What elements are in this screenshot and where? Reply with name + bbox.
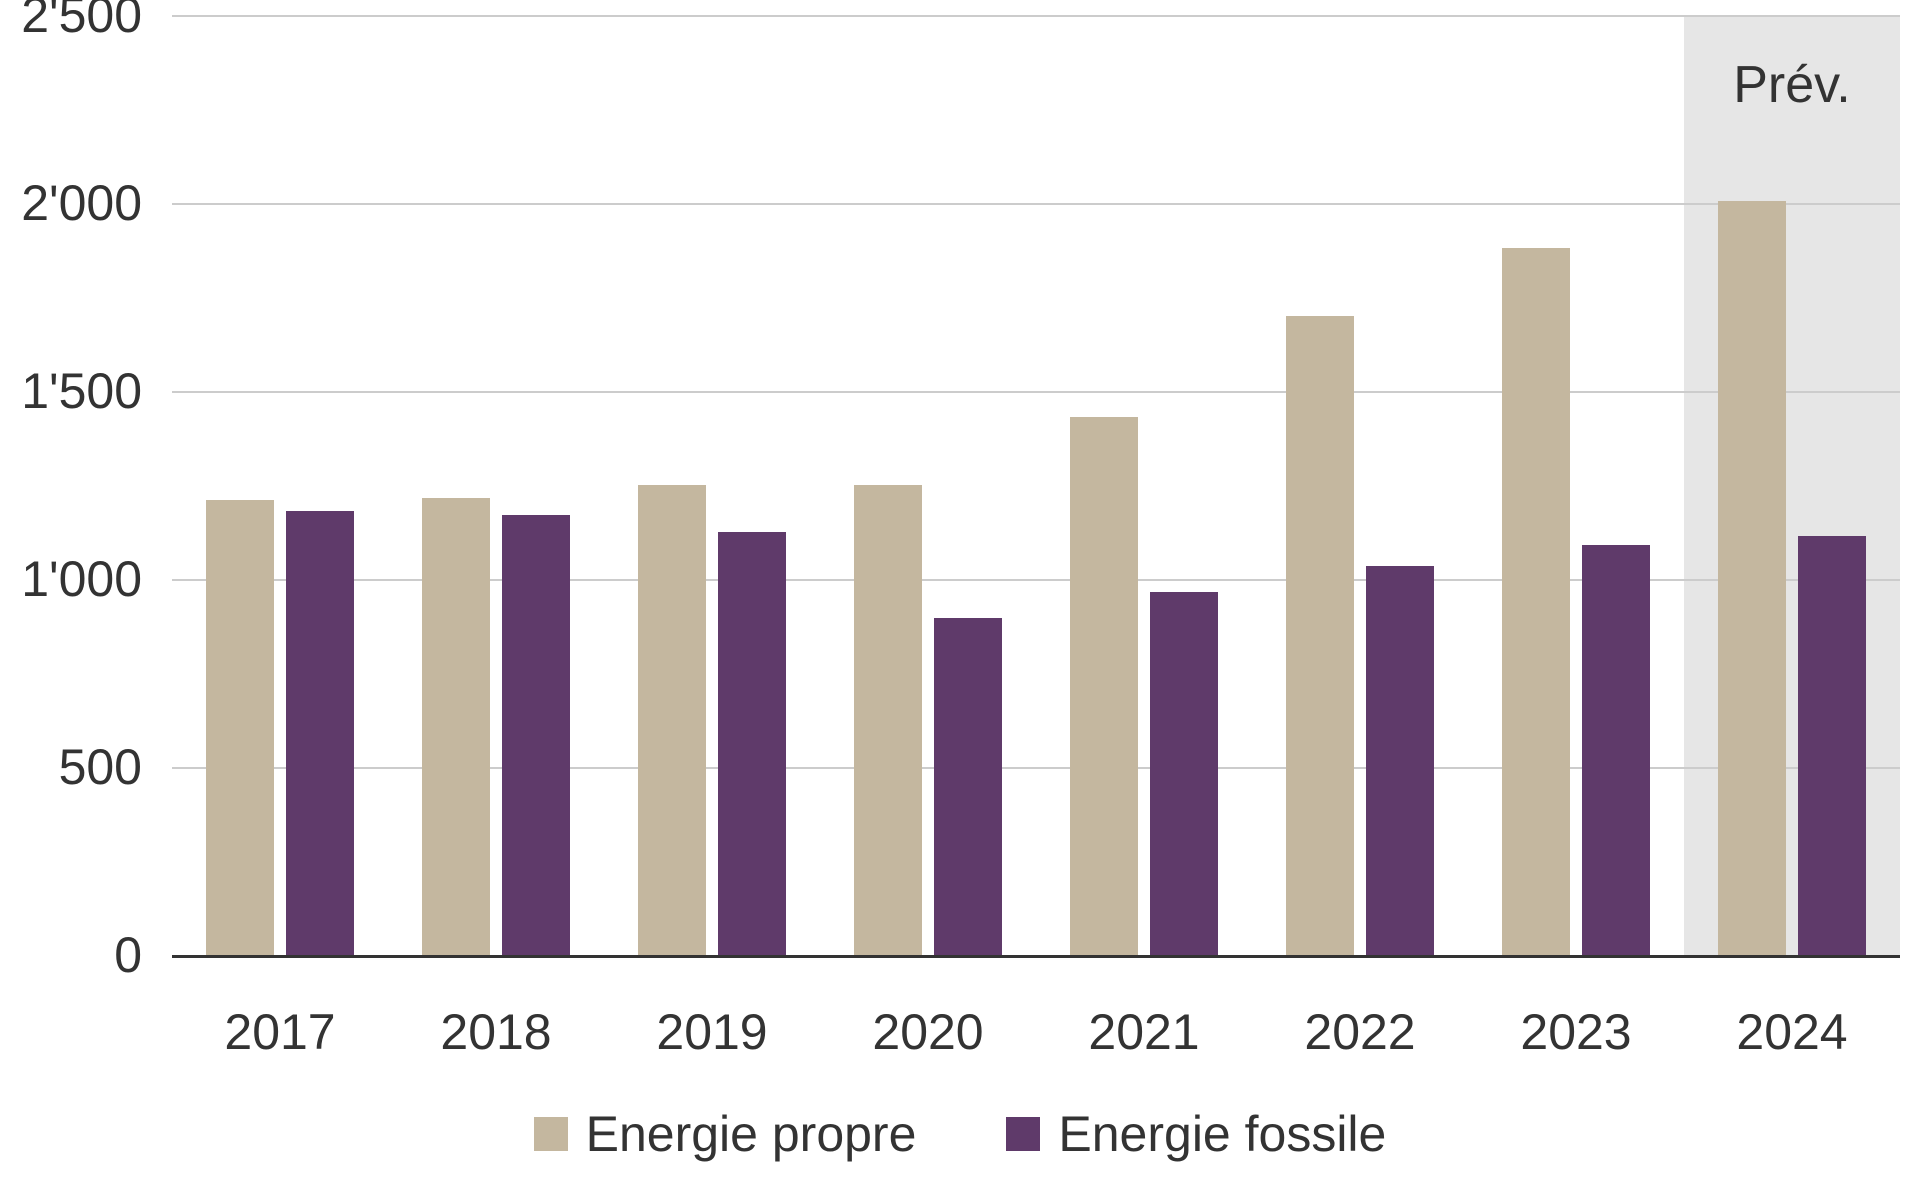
x-tick-label: 2019 [656, 1003, 767, 1061]
y-tick-label: 0 [0, 926, 142, 984]
x-tick-label: 2017 [224, 1003, 335, 1061]
bar-energie-propre [638, 485, 706, 955]
bar-energie-fossile [1150, 592, 1218, 955]
y-tick-label: 500 [0, 738, 142, 796]
energy-investment-chart: Prév. Energie propre Energie fossile 0 500… [0, 0, 1920, 1200]
legend: Energie propre Energie fossile [360, 1105, 1560, 1163]
x-tick-label: 2020 [872, 1003, 983, 1061]
bar-energie-fossile [718, 532, 786, 955]
forecast-band [1684, 15, 1900, 955]
legend-swatch [534, 1117, 568, 1151]
bar-energie-fossile [502, 515, 570, 955]
gridline [172, 15, 1900, 17]
y-tick-label: 1'000 [0, 550, 142, 608]
bar-energie-fossile [286, 511, 354, 955]
y-tick-label: 2'500 [0, 0, 142, 44]
bar-energie-fossile [1366, 566, 1434, 955]
bar-energie-propre [1286, 316, 1354, 955]
bar-energie-propre [1502, 248, 1570, 955]
legend-item: Energie fossile [1006, 1105, 1386, 1163]
bar-energie-propre [854, 485, 922, 955]
gridline [172, 391, 1900, 393]
bar-energie-fossile [934, 618, 1002, 955]
x-tick-label: 2018 [440, 1003, 551, 1061]
bar-energie-propre [422, 498, 490, 955]
legend-item: Energie propre [534, 1105, 917, 1163]
y-tick-label: 2'000 [0, 174, 142, 232]
bar-energie-fossile [1582, 545, 1650, 955]
gridline [172, 955, 1900, 958]
y-tick-label: 1'500 [0, 362, 142, 420]
bar-energie-propre [206, 500, 274, 955]
x-tick-label: 2024 [1736, 1003, 1847, 1061]
legend-label: Energie propre [586, 1105, 917, 1163]
bar-energie-propre [1718, 201, 1786, 955]
forecast-label: Prév. [1684, 55, 1900, 115]
gridline [172, 203, 1900, 205]
x-tick-label: 2023 [1520, 1003, 1631, 1061]
legend-label: Energie fossile [1058, 1105, 1386, 1163]
x-tick-label: 2021 [1088, 1003, 1199, 1061]
x-tick-label: 2022 [1304, 1003, 1415, 1061]
legend-swatch [1006, 1117, 1040, 1151]
bar-energie-fossile [1798, 536, 1866, 955]
bar-energie-propre [1070, 417, 1138, 955]
plot-area: Prév. [172, 15, 1900, 955]
